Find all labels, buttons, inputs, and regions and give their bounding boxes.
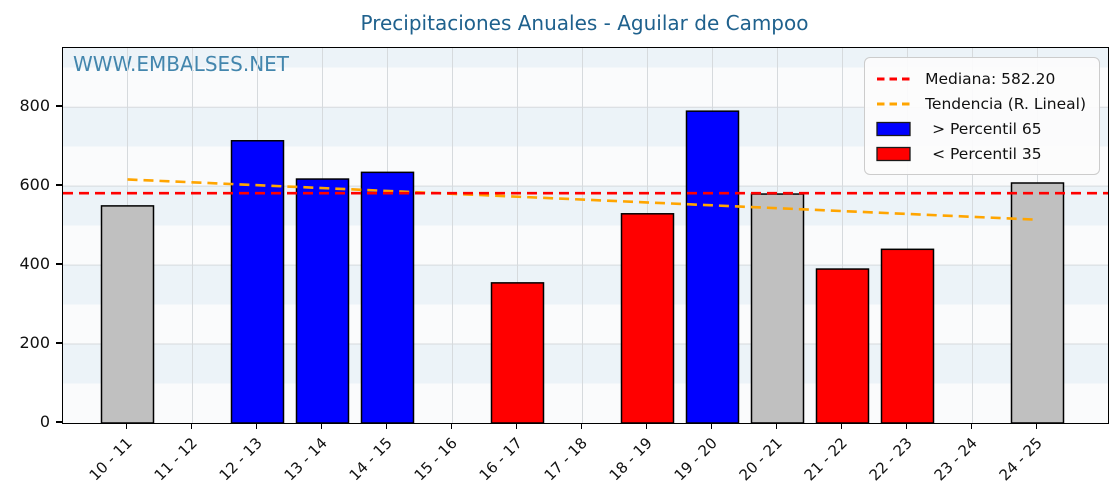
- bar-16-17: [490, 282, 545, 423]
- legend-dashed-line-swatch: [876, 96, 916, 112]
- plot-canvas: [63, 48, 1108, 423]
- x-tick-label-text: 13 - 14: [280, 434, 332, 485]
- x-tick-label-text: 10 - 11: [85, 434, 137, 485]
- y-tick-mark: [56, 105, 62, 107]
- bar-19-20: [685, 110, 740, 423]
- x-tick-mark: [255, 423, 258, 429]
- legend-patch-swatch: [876, 121, 916, 137]
- bar-21-22: [815, 268, 870, 423]
- y-tick-label: 400: [19, 254, 50, 274]
- y-tick-mark: [56, 342, 62, 344]
- bar-13-14: [295, 178, 350, 423]
- legend: Mediana: 582.20 Tendencia (R. Lineal) > Pe…: [864, 57, 1100, 175]
- x-tick-label-text: 21 - 22: [800, 434, 852, 485]
- y-tick-label: 800: [19, 96, 50, 116]
- x-tick-label-text: 16 - 17: [475, 434, 527, 485]
- bar-22-23: [880, 248, 935, 423]
- bar-20-21: [750, 193, 805, 423]
- x-tick-label-text: 23 - 24: [930, 434, 982, 485]
- x-tick-mark: [450, 423, 453, 429]
- bar-12-13: [230, 140, 285, 423]
- x-tick-mark: [385, 423, 388, 429]
- legend-label: < Percentil 35: [932, 144, 1042, 163]
- bar-10-11: [100, 205, 155, 423]
- legend-row: < Percentil 35: [876, 141, 1086, 166]
- y-tick-label: 0: [39, 412, 50, 431]
- x-tick-label-text: 19 - 20: [670, 434, 722, 485]
- y-tick-mark: [56, 421, 62, 423]
- x-tick-mark: [1035, 423, 1038, 429]
- legend-label: > Percentil 65: [932, 119, 1042, 138]
- legend-row: Tendencia (R. Lineal): [876, 91, 1086, 116]
- legend-patch-swatch: [876, 146, 916, 162]
- x-tick-label-text: 18 - 19: [605, 434, 657, 485]
- chart-title: Precipitaciones Anuales - Aguilar de Cam…: [360, 11, 809, 35]
- x-tick-mark: [190, 423, 193, 429]
- x-tick-mark: [905, 423, 908, 429]
- y-tick-label: 600: [19, 175, 50, 195]
- x-tick-label-text: 14 - 15: [345, 434, 397, 485]
- legend-row: Mediana: 582.20: [876, 66, 1086, 91]
- x-tick-mark: [840, 423, 843, 429]
- x-tick-mark: [515, 423, 518, 429]
- bar-18-19: [620, 213, 675, 423]
- x-tick-mark: [710, 423, 713, 429]
- x-tick-mark: [320, 423, 323, 429]
- x-tick-label-text: 22 - 23: [865, 434, 917, 485]
- x-tick-label-text: 15 - 16: [410, 434, 462, 485]
- bar-14-15: [360, 171, 415, 423]
- x-tick-label-text: 12 - 13: [215, 434, 267, 485]
- x-tick-mark: [645, 423, 648, 429]
- x-tick-label-text: 11 - 12: [150, 434, 202, 485]
- x-tick-label-text: 24 - 25: [995, 434, 1047, 485]
- bar-24-25: [1010, 182, 1065, 423]
- y-tick-mark: [56, 263, 62, 265]
- plot-area: WWW.EMBALSES.NET Mediana: 582.20 Tendenci…: [62, 47, 1109, 424]
- x-tick-mark: [775, 423, 778, 429]
- legend-label: Mediana: 582.20: [925, 69, 1056, 88]
- x-tick-mark: [580, 423, 583, 429]
- y-tick-label: 200: [19, 333, 50, 353]
- x-tick-mark: [970, 423, 973, 429]
- x-tick-mark: [125, 423, 128, 429]
- watermark: WWW.EMBALSES.NET: [73, 52, 290, 76]
- x-tick-label-text: 20 - 21: [735, 434, 787, 485]
- x-tick-label-text: 17 - 18: [540, 434, 592, 485]
- legend-row: > Percentil 65: [876, 116, 1086, 141]
- trend-line: [127, 178, 1038, 222]
- legend-dashed-line-swatch: [876, 71, 916, 87]
- y-tick-mark: [56, 184, 62, 186]
- legend-label: Tendencia (R. Lineal): [925, 94, 1086, 113]
